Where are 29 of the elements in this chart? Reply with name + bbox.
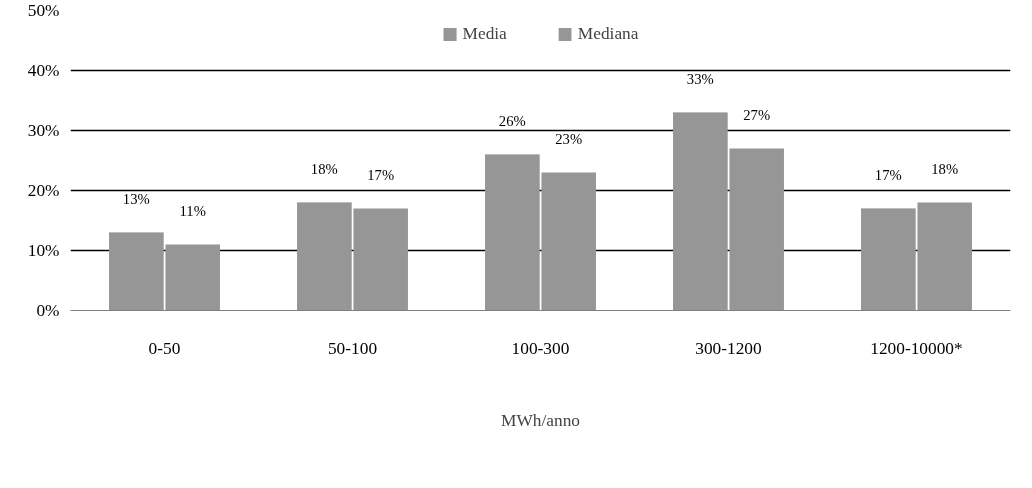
bar [353,208,408,311]
bar [541,172,596,311]
data-label: 18% [931,160,959,177]
y-tick-label: 50% [27,1,60,20]
data-label: 23% [555,130,583,147]
data-label: 11% [179,202,206,219]
x-tick-label: 300-1200 [695,338,762,358]
data-label: 26% [498,112,526,129]
y-tick-label: 0% [36,301,60,320]
y-tick-label: 40% [27,61,60,80]
bar [917,202,972,311]
x-tick-label: 100-300 [511,338,570,358]
y-tick-label: 10% [27,241,60,260]
y-tick-label: 20% [27,181,60,200]
data-label: 33% [686,70,714,87]
data-label: 17% [367,166,395,183]
data-label: 17% [874,166,902,183]
legend-label: Mediana [577,24,639,44]
x-tick-label: 50-100 [327,338,378,358]
bar [729,148,784,311]
bar [165,244,220,311]
x-tick-label: 0-50 [148,338,181,358]
x-tick-label: 1200-10000* [870,338,963,358]
data-label: 27% [743,106,771,123]
data-label: 13% [122,190,150,207]
y-tick-label: 30% [27,121,60,140]
legend-label: Media [462,24,507,44]
x-axis-title: MWh/anno [501,410,580,430]
data-label: 18% [310,160,338,177]
